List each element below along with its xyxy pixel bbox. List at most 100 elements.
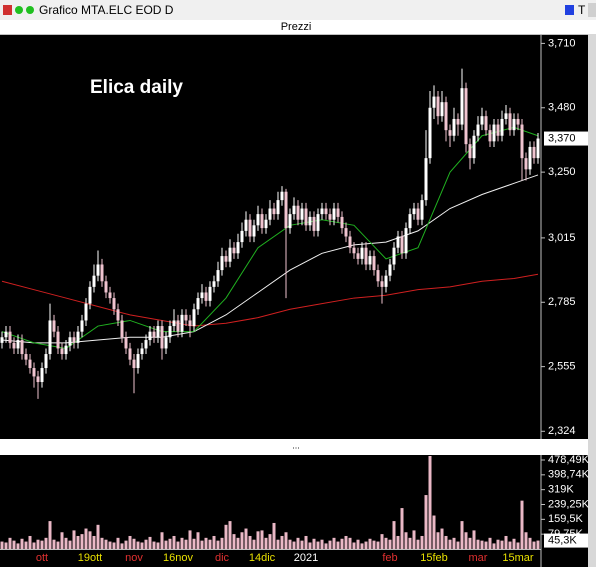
volume-bar — [24, 541, 28, 549]
scrollbar[interactable] — [588, 34, 596, 567]
y-tick-label: 159,5K — [548, 513, 584, 525]
volume-bar — [328, 540, 332, 549]
candle-body — [428, 107, 432, 159]
x-tick-label: nov — [125, 552, 143, 564]
volume-bar — [252, 539, 256, 549]
volume-bar — [288, 539, 292, 549]
moving-average — [1, 174, 539, 344]
candle-body — [436, 96, 440, 117]
candle-body — [276, 200, 280, 215]
candle-body — [440, 102, 444, 117]
candle-body — [100, 264, 104, 282]
volume-bar — [184, 539, 188, 549]
volume-bar — [532, 541, 536, 549]
candle-body — [8, 331, 12, 343]
y-tick-label: 2,555 — [548, 361, 576, 373]
volume-bar — [84, 528, 88, 549]
candle-body — [348, 236, 352, 248]
pane-divider[interactable] — [0, 439, 596, 455]
volume-bar — [256, 531, 260, 549]
volume-bar — [416, 539, 420, 549]
volume-bar — [232, 534, 236, 549]
volume-bar — [504, 535, 508, 549]
volume-bar — [356, 539, 360, 549]
volume-bar — [192, 538, 196, 549]
candle-body — [456, 118, 460, 125]
volume-bar — [380, 534, 384, 549]
volume-bar — [472, 530, 476, 549]
scroll-button[interactable] — [588, 3, 596, 17]
candle-body — [112, 298, 116, 310]
volume-bar — [12, 540, 16, 549]
volume-bar — [212, 535, 216, 549]
volume-bar — [68, 540, 72, 549]
pane-header — [0, 20, 596, 34]
volume-bar — [296, 537, 300, 549]
divider-grip[interactable]: ... — [292, 440, 300, 450]
candle-body — [208, 286, 212, 301]
candle-body — [424, 158, 428, 201]
candle-body — [160, 326, 164, 349]
candle-body — [336, 208, 340, 217]
candle-body — [384, 275, 388, 287]
candle-body — [132, 359, 136, 369]
candle-body — [268, 208, 272, 220]
candle-body — [172, 320, 176, 327]
candle-body — [248, 219, 252, 237]
volume-bar — [404, 532, 408, 549]
volume-bar — [64, 537, 68, 549]
candle-body — [296, 205, 300, 220]
candle-body — [164, 337, 168, 349]
volume-bar — [268, 534, 272, 549]
volume-bar — [516, 542, 520, 549]
candle-body — [284, 191, 288, 229]
last-value-box — [544, 131, 588, 146]
candle-body — [192, 309, 196, 327]
volume-bar — [368, 538, 372, 549]
volume-bar — [528, 537, 532, 549]
candle-body — [224, 256, 228, 262]
volume-bar — [364, 541, 368, 549]
candle-body — [152, 331, 156, 338]
volume-bar — [284, 532, 288, 549]
candle-body — [360, 247, 364, 259]
candle-body — [124, 337, 128, 349]
volume-bar — [320, 539, 324, 549]
candle-body — [516, 118, 520, 125]
volume-bar — [308, 542, 312, 549]
volume-bar — [432, 515, 436, 549]
volume-bar — [324, 543, 328, 549]
volume-bar — [440, 528, 444, 549]
volume-bar — [348, 537, 352, 549]
candle-body — [20, 340, 24, 355]
icon-button[interactable]: T — [578, 3, 586, 17]
volume-bar — [352, 542, 356, 549]
candle-body — [260, 214, 264, 229]
y-tick-label: 2,785 — [548, 296, 576, 308]
volume-bar — [152, 541, 156, 549]
candle-body — [536, 138, 540, 159]
volume-bar — [116, 537, 120, 549]
volume-bar — [304, 535, 308, 549]
volume-bar — [88, 531, 92, 549]
candle-body — [404, 228, 408, 254]
candle-body — [504, 113, 508, 119]
volume-bar — [420, 535, 424, 549]
volume-bar — [44, 537, 48, 549]
volume-bar — [244, 528, 248, 549]
volume-bar — [448, 539, 452, 549]
volume-bar — [220, 537, 224, 549]
candle-body — [300, 208, 304, 220]
candle-body — [16, 340, 20, 349]
candle-body — [288, 214, 292, 229]
candle-body — [84, 303, 88, 321]
candle-body — [12, 342, 16, 349]
candle-body — [240, 230, 244, 243]
volume-bar — [376, 541, 380, 549]
volume-bar — [264, 537, 268, 549]
volume-bar — [372, 540, 376, 549]
x-tick-label: 16nov — [163, 552, 193, 564]
icon-button[interactable] — [565, 5, 574, 15]
x-tick-label: 15feb — [420, 552, 448, 564]
